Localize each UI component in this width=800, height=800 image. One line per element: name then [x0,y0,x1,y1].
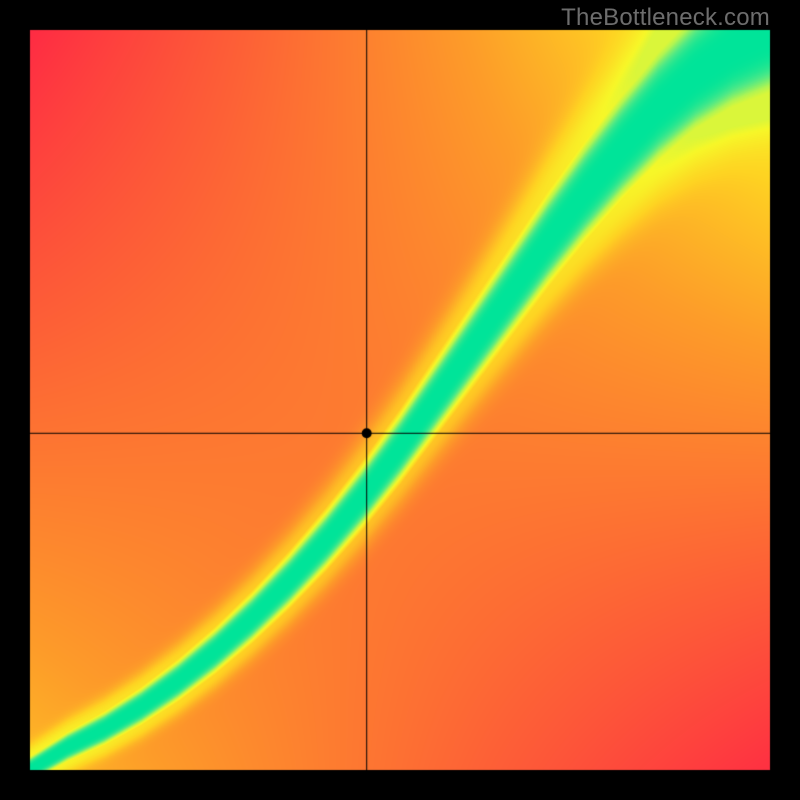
heatmap-canvas [0,0,800,800]
watermark-text: TheBottleneck.com [561,4,770,32]
chart-container: TheBottleneck.com [0,0,800,800]
